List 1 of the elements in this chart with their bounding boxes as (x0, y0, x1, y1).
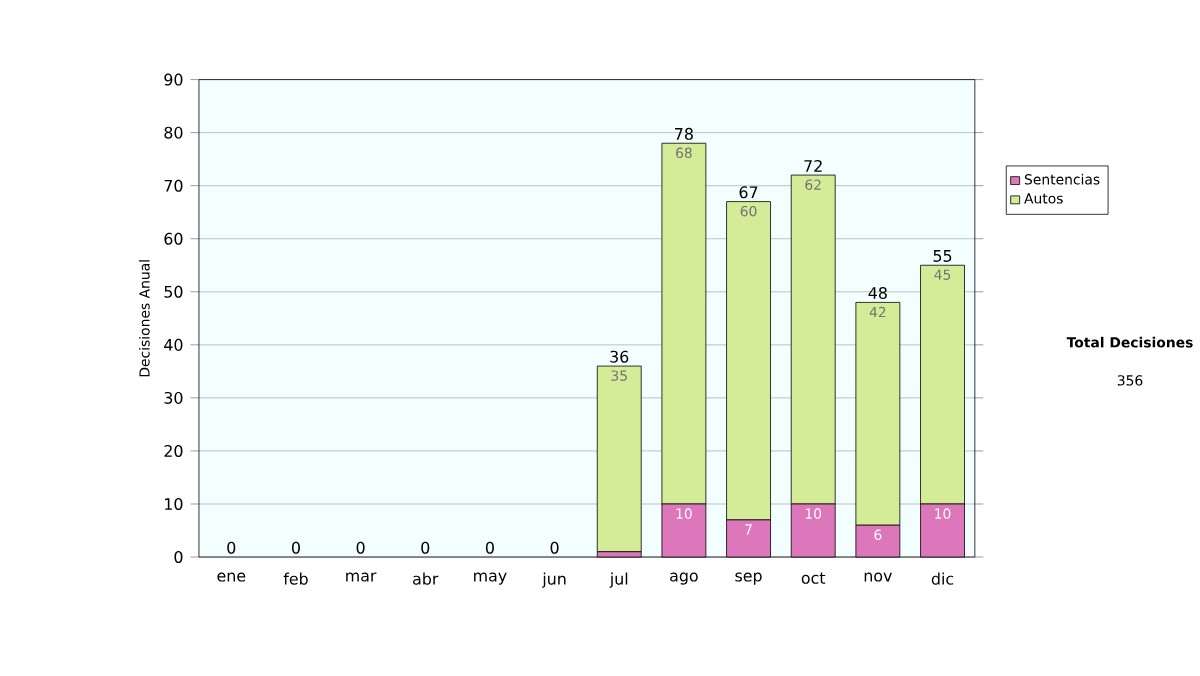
bar (596, 365, 642, 552)
